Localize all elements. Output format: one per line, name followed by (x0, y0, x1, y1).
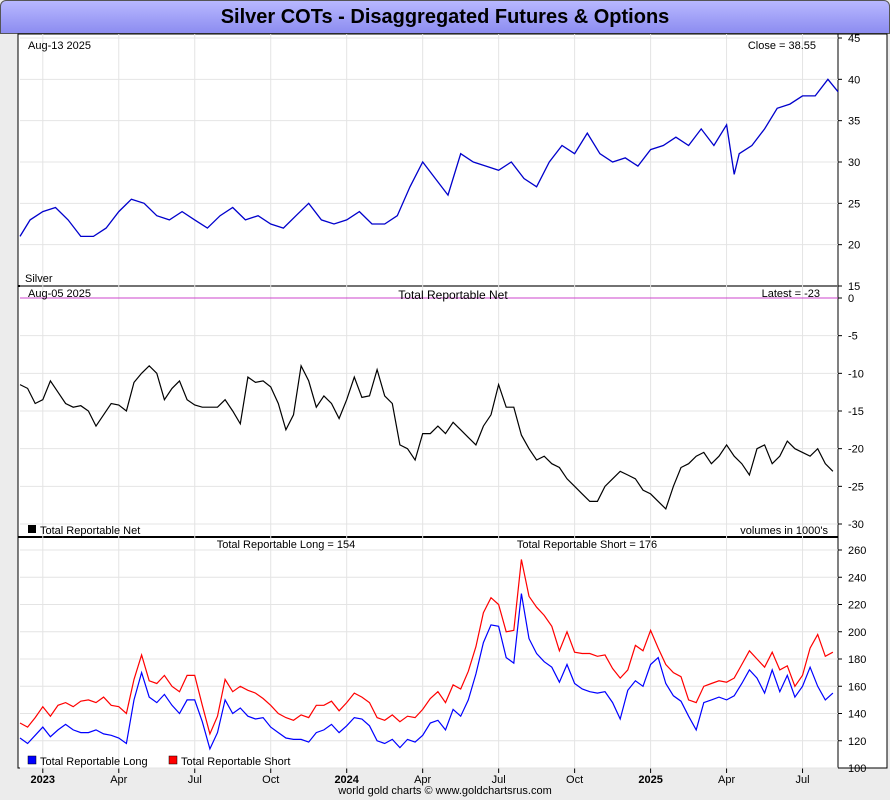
y-tick-label: 260 (848, 545, 866, 557)
y-tick-label: -15 (848, 406, 864, 418)
x-tick-label: Oct (566, 774, 583, 786)
y-tick-label: 20 (848, 240, 860, 252)
chart-frame (17, 33, 888, 769)
y-tick-label: 220 (848, 600, 866, 612)
net-line (19, 363, 834, 511)
x-tick-label: 2025 (638, 774, 662, 786)
y-tick-label: 40 (848, 74, 860, 86)
x-tick-label: 2023 (31, 774, 55, 786)
long-latest-label: Total Reportable Long = 154 (217, 539, 356, 551)
chart-title-bar: Silver COTs - Disaggregated Futures & Op… (0, 0, 890, 34)
net-legend-label: Total Reportable Net (40, 525, 140, 537)
short-legend-swatch (168, 755, 178, 765)
long-line (19, 593, 834, 751)
price-series-label: Silver (25, 273, 53, 285)
y-tick-label: 180 (848, 654, 866, 666)
y-tick-label: 15 (848, 281, 860, 293)
footer-credit: world gold charts © www.goldchartsrus.co… (338, 785, 552, 797)
long-legend-label: Total Reportable Long (40, 756, 148, 768)
net-panel-title: Total Reportable Net (398, 288, 508, 302)
y-tick-label: -20 (848, 444, 864, 456)
y-tick-label: 120 (848, 736, 866, 748)
y-tick-label: 0 (848, 293, 854, 305)
long-legend-swatch (27, 755, 37, 765)
y-tick-label: 200 (848, 627, 866, 639)
net-date-label: Aug-05 2025 (28, 288, 91, 300)
net-latest-label: Latest = -23 (762, 288, 820, 300)
y-tick-label: 35 (848, 116, 860, 128)
x-tick-label: Jul (188, 774, 202, 786)
y-tick-label: 100 (848, 763, 866, 775)
chart-title: Silver COTs - Disaggregated Futures & Op… (220, 6, 670, 28)
y-tick-label: -5 (848, 331, 858, 343)
y-tick-label: 25 (848, 198, 860, 210)
short-line (19, 559, 834, 736)
net-legend-swatch (28, 525, 36, 533)
y-tick-label: 140 (848, 709, 866, 721)
x-tick-label: Jul (492, 774, 506, 786)
y-tick-label: 45 (848, 33, 860, 45)
price-date-label: Aug-13 2025 (28, 40, 91, 52)
y-tick-label: 30 (848, 157, 860, 169)
y-tick-label: 160 (848, 681, 866, 693)
x-tick-label: Apr (110, 774, 127, 786)
price-close-label: Close = 38.55 (748, 40, 816, 52)
y-tick-label: 240 (848, 572, 866, 584)
y-tick-label: -30 (848, 519, 864, 531)
y-tick-label: -25 (848, 481, 864, 493)
x-tick-label: 2024 (334, 774, 359, 786)
short-legend-label: Total Reportable Short (181, 756, 290, 768)
x-tick-label: Apr (414, 774, 431, 786)
price-line (19, 78, 839, 238)
x-tick-label: Apr (718, 774, 735, 786)
volumes-note: volumes in 1000's (740, 525, 828, 537)
x-tick-label: Jul (796, 774, 810, 786)
short-latest-label: Total Reportable Short = 176 (517, 539, 657, 551)
y-tick-label: -10 (848, 368, 864, 380)
x-tick-label: Oct (262, 774, 279, 786)
